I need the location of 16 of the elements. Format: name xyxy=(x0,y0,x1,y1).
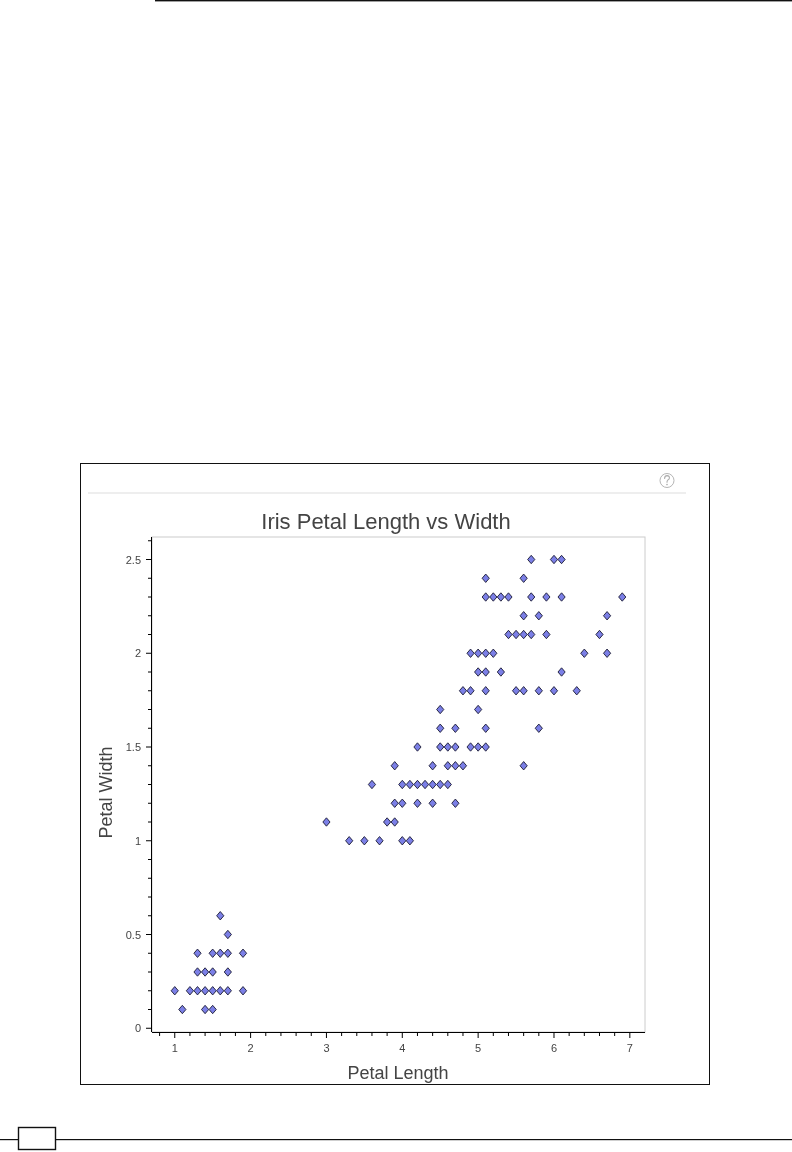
x-tick-label: 6 xyxy=(550,1042,558,1054)
y-tick-label: 2 xyxy=(134,647,141,660)
x-tick-label: 3 xyxy=(323,1042,330,1054)
x-tick-label: 5 xyxy=(475,1042,482,1054)
y-tick-label: 1 xyxy=(134,834,141,847)
x-axis-title: Petal Length xyxy=(347,1063,449,1083)
y-tick-label: 2.5 xyxy=(125,553,141,566)
x-tick-label: 4 xyxy=(399,1042,406,1054)
y-tick-label: 0.5 xyxy=(125,928,141,941)
chart-title: Iris Petal Length vs Width xyxy=(261,509,511,534)
x-tick-label: 7 xyxy=(626,1042,633,1054)
x-tick-label: 1 xyxy=(171,1042,178,1054)
x-tick-label: 2 xyxy=(247,1042,254,1054)
y-tick-label: 0 xyxy=(134,1022,141,1035)
y-tick-label: 1.5 xyxy=(125,741,141,753)
y-axis-title: Petal Width xyxy=(96,746,116,839)
